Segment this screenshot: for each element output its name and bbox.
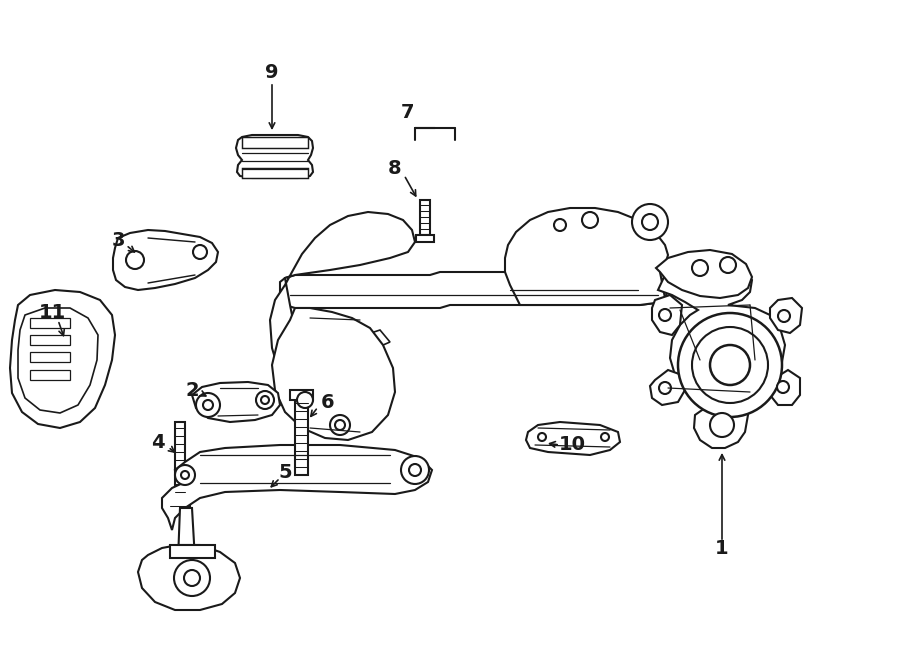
Circle shape xyxy=(401,456,429,484)
Polygon shape xyxy=(10,290,115,428)
Circle shape xyxy=(601,433,609,441)
Polygon shape xyxy=(770,298,802,333)
Circle shape xyxy=(678,313,782,417)
Circle shape xyxy=(256,391,274,409)
Circle shape xyxy=(582,212,598,228)
Text: 6: 6 xyxy=(321,393,335,412)
Circle shape xyxy=(720,257,736,273)
Text: 4: 4 xyxy=(151,432,165,451)
Polygon shape xyxy=(420,200,430,235)
Polygon shape xyxy=(192,382,280,422)
Polygon shape xyxy=(350,330,390,355)
Text: 8: 8 xyxy=(388,159,401,178)
Circle shape xyxy=(710,413,734,437)
Polygon shape xyxy=(658,260,785,400)
Polygon shape xyxy=(178,508,195,560)
Circle shape xyxy=(181,471,189,479)
Polygon shape xyxy=(242,168,308,178)
Circle shape xyxy=(297,392,313,408)
Circle shape xyxy=(538,433,546,441)
Polygon shape xyxy=(505,208,668,305)
Circle shape xyxy=(335,420,345,430)
Circle shape xyxy=(175,465,195,485)
Circle shape xyxy=(692,260,708,276)
Polygon shape xyxy=(272,308,395,440)
Circle shape xyxy=(193,245,207,259)
Circle shape xyxy=(659,382,671,394)
Polygon shape xyxy=(270,212,415,432)
Circle shape xyxy=(710,345,750,385)
Polygon shape xyxy=(30,370,70,380)
Polygon shape xyxy=(138,545,240,610)
Polygon shape xyxy=(656,250,752,298)
Circle shape xyxy=(692,327,768,403)
Polygon shape xyxy=(30,318,70,328)
Circle shape xyxy=(409,464,421,476)
Circle shape xyxy=(203,400,213,410)
Circle shape xyxy=(642,214,658,230)
Text: 3: 3 xyxy=(112,231,125,249)
Polygon shape xyxy=(30,352,70,362)
Polygon shape xyxy=(242,137,308,148)
Text: 11: 11 xyxy=(39,303,66,321)
Polygon shape xyxy=(526,422,620,455)
Polygon shape xyxy=(113,230,218,290)
Circle shape xyxy=(777,381,789,393)
Circle shape xyxy=(184,570,200,586)
Polygon shape xyxy=(175,422,185,500)
Polygon shape xyxy=(650,370,685,405)
Polygon shape xyxy=(236,135,313,178)
Circle shape xyxy=(126,251,144,269)
Text: 2: 2 xyxy=(185,381,199,399)
Circle shape xyxy=(632,204,668,240)
Text: 7: 7 xyxy=(401,102,415,122)
Polygon shape xyxy=(30,335,70,345)
Circle shape xyxy=(659,309,671,321)
Polygon shape xyxy=(170,500,190,512)
Polygon shape xyxy=(280,272,668,308)
Polygon shape xyxy=(162,445,432,530)
Circle shape xyxy=(174,560,210,596)
Circle shape xyxy=(330,415,350,435)
Polygon shape xyxy=(694,400,748,448)
Text: 9: 9 xyxy=(266,63,279,81)
Polygon shape xyxy=(295,398,308,475)
Circle shape xyxy=(196,393,220,417)
Polygon shape xyxy=(652,295,682,335)
Circle shape xyxy=(554,219,566,231)
Text: 1: 1 xyxy=(716,539,729,557)
Polygon shape xyxy=(170,545,215,558)
Polygon shape xyxy=(290,390,313,400)
Polygon shape xyxy=(770,370,800,405)
Circle shape xyxy=(778,310,790,322)
Text: 5: 5 xyxy=(278,463,292,481)
Text: 10: 10 xyxy=(559,436,586,455)
Circle shape xyxy=(261,396,269,404)
Polygon shape xyxy=(18,308,98,413)
Polygon shape xyxy=(416,235,434,242)
